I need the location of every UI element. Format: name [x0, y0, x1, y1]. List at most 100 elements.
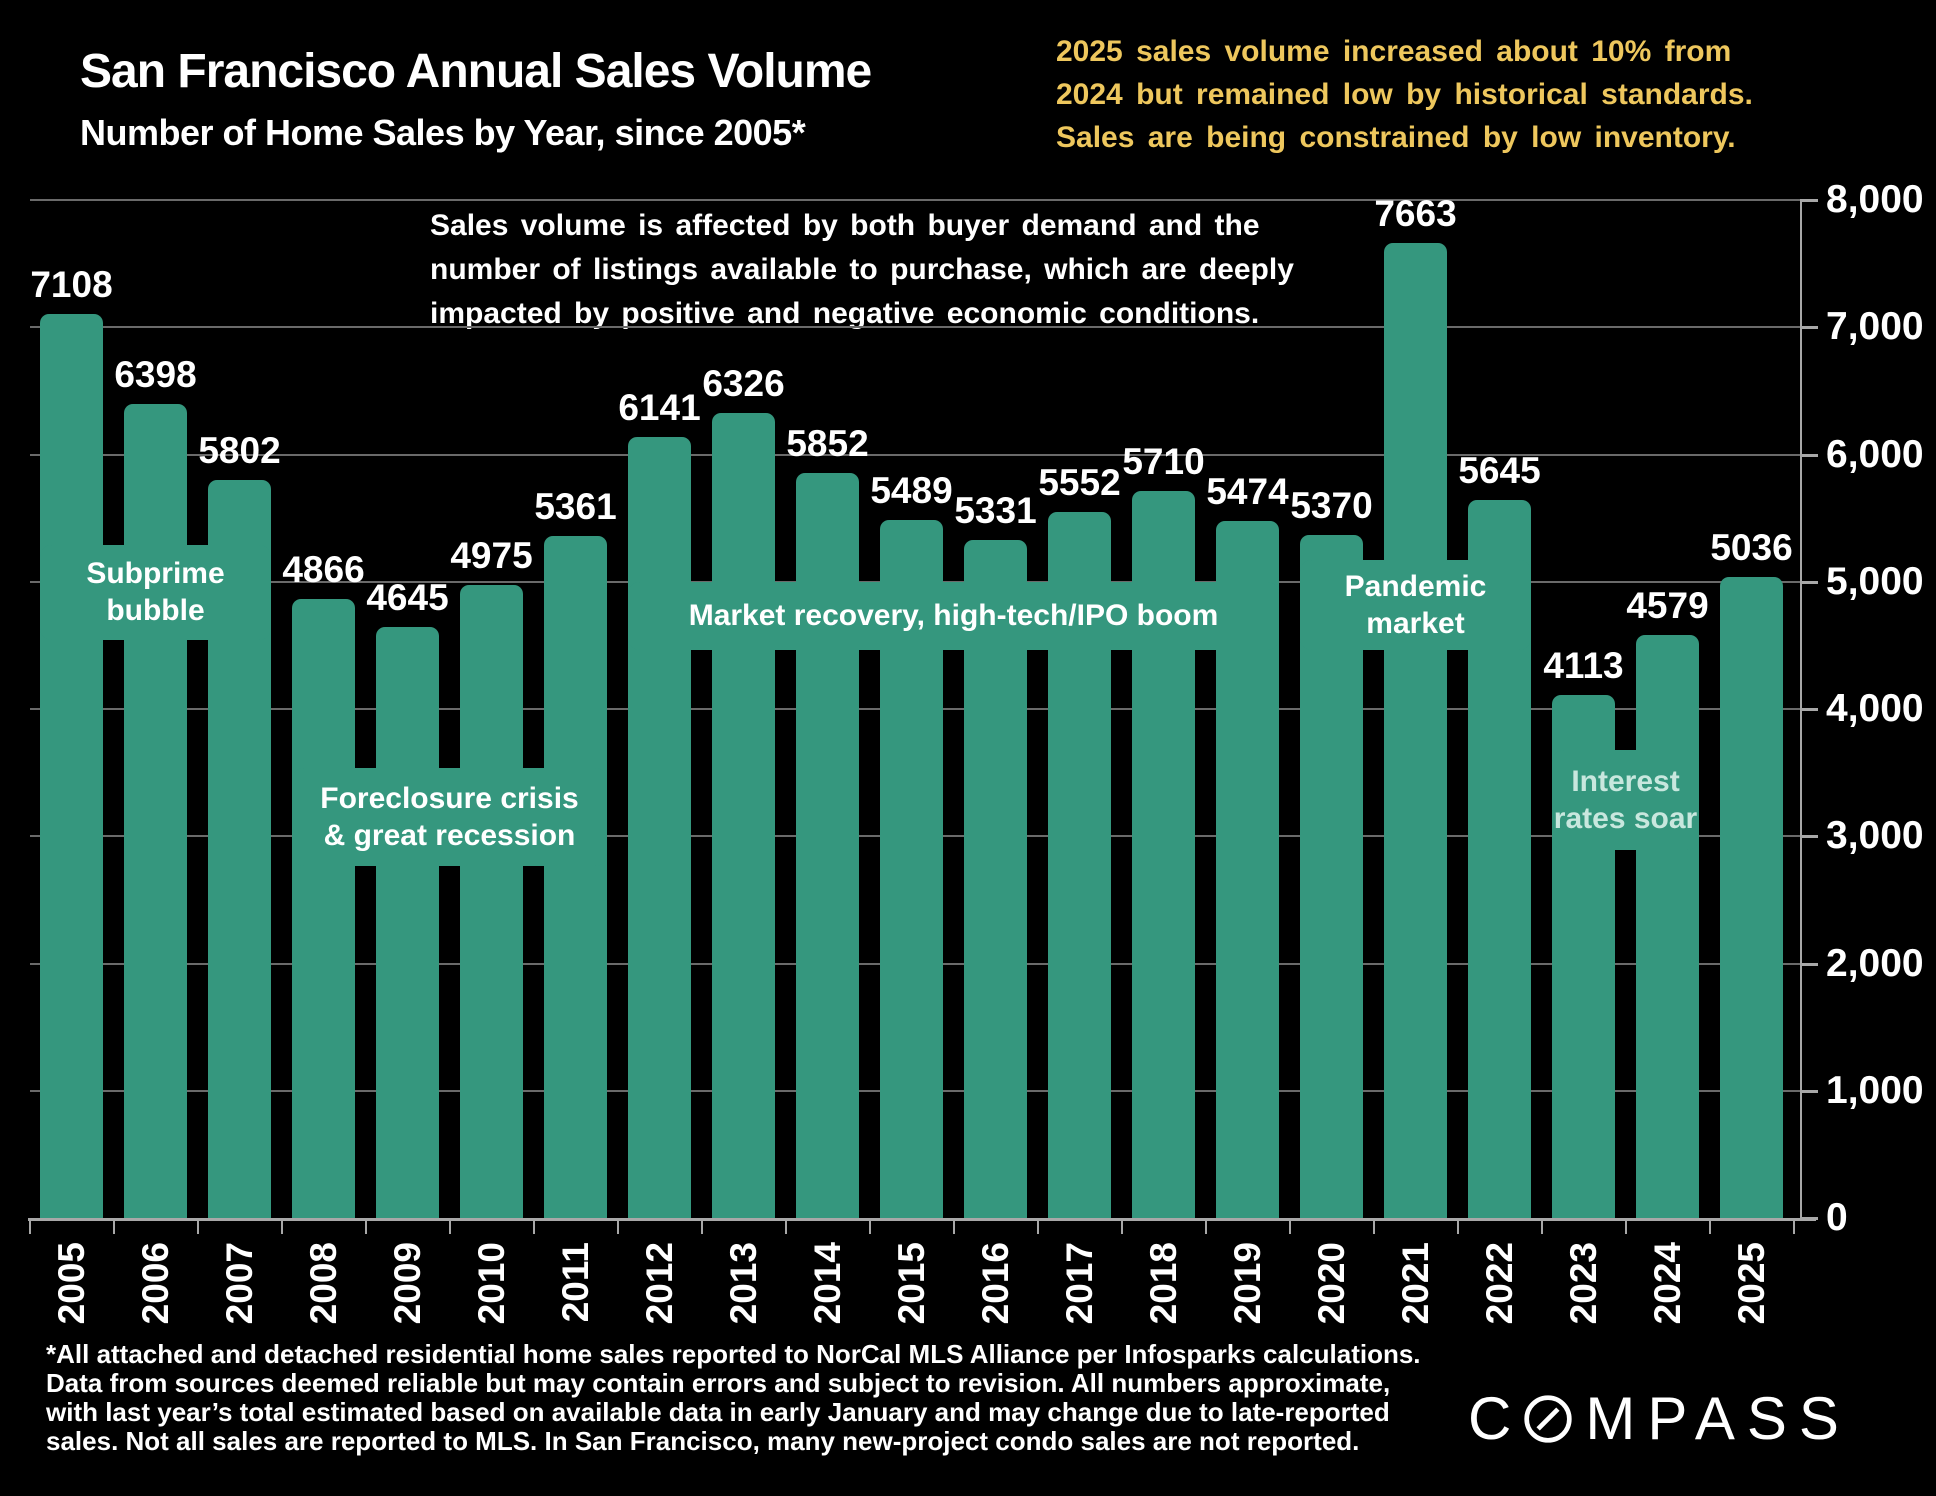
bar-2008	[292, 598, 355, 1218]
year-label-text: 2021	[1394, 1242, 1436, 1325]
y-axis-label: 5,000	[1826, 559, 1924, 603]
annotation-band: Subprime bubble	[40, 544, 271, 640]
y-axis-tick	[1800, 708, 1818, 711]
bar-2021	[1384, 242, 1447, 1218]
bar-value-label: 5331	[954, 489, 1037, 531]
x-axis-tick	[1204, 1220, 1207, 1234]
bar-value-label: 5474	[1206, 471, 1289, 513]
bar-value-label: 5370	[1290, 484, 1373, 526]
bar-value-label: 6141	[618, 386, 701, 428]
x-axis-tick	[448, 1220, 451, 1234]
page-title: San Francisco Annual Sales Volume	[80, 45, 872, 98]
footnote-line: Data from sources deemed reliable but ma…	[46, 1368, 1391, 1398]
chart-note-line: number of listings available to purchase…	[430, 253, 1294, 286]
year-label-text: 2025	[1730, 1242, 1772, 1325]
bar-2016	[964, 539, 1027, 1218]
bar-value-label: 7663	[1374, 192, 1457, 234]
year-label-text: 2012	[638, 1242, 680, 1325]
year-label-text: 2016	[974, 1242, 1016, 1325]
bar-value-label: 5552	[1038, 461, 1121, 503]
annotation-band: Market recovery, high-tech/IPO boom	[628, 581, 1279, 650]
year-label-text: 2023	[1562, 1242, 1604, 1325]
y-axis-label: 0	[1826, 1196, 1848, 1239]
x-axis-tick	[364, 1220, 367, 1234]
x-axis-tick	[700, 1220, 703, 1234]
x-axis-tick	[1120, 1220, 1123, 1234]
annotation-label: Market recovery, high-tech/IPO boom	[688, 599, 1219, 633]
gridline	[29, 199, 1800, 201]
bar-value-label: 4645	[366, 576, 449, 618]
annotation-label: bubble	[106, 594, 205, 628]
annotation-label: rates soar	[1553, 801, 1698, 835]
year-label-text: 2007	[218, 1242, 260, 1325]
year-label-text: 2024	[1646, 1242, 1688, 1325]
year-label-text: 2005	[50, 1242, 92, 1325]
bar-value-label: 5361	[534, 485, 617, 527]
x-axis-tick	[1036, 1220, 1039, 1234]
bar-2006	[124, 403, 187, 1218]
x-axis-tick	[1456, 1220, 1459, 1234]
logo-letters-mpass: MPASS	[1585, 1385, 1851, 1452]
x-axis-tick	[616, 1220, 619, 1234]
year-label-text: 2008	[302, 1242, 344, 1325]
annotation-band: Foreclosure crisis & great recession	[292, 767, 607, 867]
annotation-label: & great recession	[323, 818, 576, 852]
y-axis-label: 3,000	[1826, 814, 1924, 858]
y-axis-tick	[1800, 962, 1818, 966]
year-label-text: 2022	[1478, 1242, 1520, 1325]
compass-logo: C MPASS	[1468, 1384, 1851, 1453]
x-axis-tick	[28, 1220, 31, 1234]
x-axis-tick	[1708, 1220, 1711, 1234]
y-axis-label: 2,000	[1826, 941, 1924, 985]
annotation-band: Interest rates soar	[1552, 749, 1699, 851]
gridline	[29, 453, 1800, 456]
y-axis-tick	[1800, 1089, 1818, 1093]
highlight-note-line: 2024 but remained low by historical stan…	[1056, 78, 1753, 111]
x-axis-tick	[952, 1220, 955, 1234]
highlight-note-line: Sales are being constrained by low inven…	[1056, 121, 1736, 154]
bar-value-label: 5645	[1458, 449, 1541, 491]
bar-2009	[376, 626, 439, 1218]
logo-letter-c: C	[1468, 1385, 1512, 1452]
footnote-line: *All attached and detached residential h…	[46, 1339, 1421, 1369]
x-axis-tick	[1288, 1220, 1291, 1234]
gridline	[29, 326, 1800, 329]
y-axis-label: 7,000	[1826, 305, 1924, 349]
x-axis-tick	[1540, 1220, 1543, 1234]
bar-value-label: 4866	[282, 548, 365, 590]
year-label-text: 2018	[1142, 1242, 1184, 1325]
highlight-note-line: 2025 sales volume increased about 10% fr…	[1056, 35, 1732, 68]
year-label-text: 2019	[1226, 1242, 1268, 1325]
annotation-label: market	[1366, 606, 1465, 640]
highlight-note: 2025 sales volume increased about 10% fr…	[1056, 30, 1753, 159]
chart-note-line: Sales volume is affected by both buyer d…	[430, 209, 1260, 242]
bar-value-label: 4579	[1626, 585, 1709, 627]
y-axis-tick	[1800, 326, 1818, 330]
y-axis-tick	[1800, 580, 1818, 584]
annotation-label: Foreclosure crisis	[320, 781, 579, 815]
y-axis-label: 1,000	[1826, 1068, 1924, 1112]
year-label-text: 2015	[890, 1242, 932, 1325]
bar-value-label: 6326	[702, 363, 785, 405]
y-axis-tick	[1800, 453, 1818, 457]
bar-value-label: 7108	[30, 263, 113, 305]
year-label-text: 2013	[722, 1242, 764, 1325]
year-label-text: 2011	[554, 1242, 596, 1323]
x-axis-tick	[868, 1220, 871, 1234]
chart-note-line: impacted by positive and negative econom…	[430, 297, 1260, 330]
year-label-text: 2020	[1310, 1242, 1352, 1325]
bar-value-label: 5802	[198, 429, 281, 471]
bar-2013	[712, 413, 775, 1218]
year-label-text: 2014	[806, 1242, 848, 1325]
footnote-line: with last year’s total estimated based o…	[46, 1397, 1390, 1427]
bar-2012	[628, 436, 691, 1218]
x-axis-tick	[1792, 1220, 1795, 1234]
bar-2010	[460, 584, 523, 1218]
annotation-band: Pandemic market	[1300, 560, 1531, 650]
year-label-text: 2009	[386, 1242, 428, 1325]
bar-2025	[1720, 577, 1783, 1218]
bar-2024	[1636, 635, 1699, 1218]
x-axis-tick	[1372, 1220, 1375, 1234]
